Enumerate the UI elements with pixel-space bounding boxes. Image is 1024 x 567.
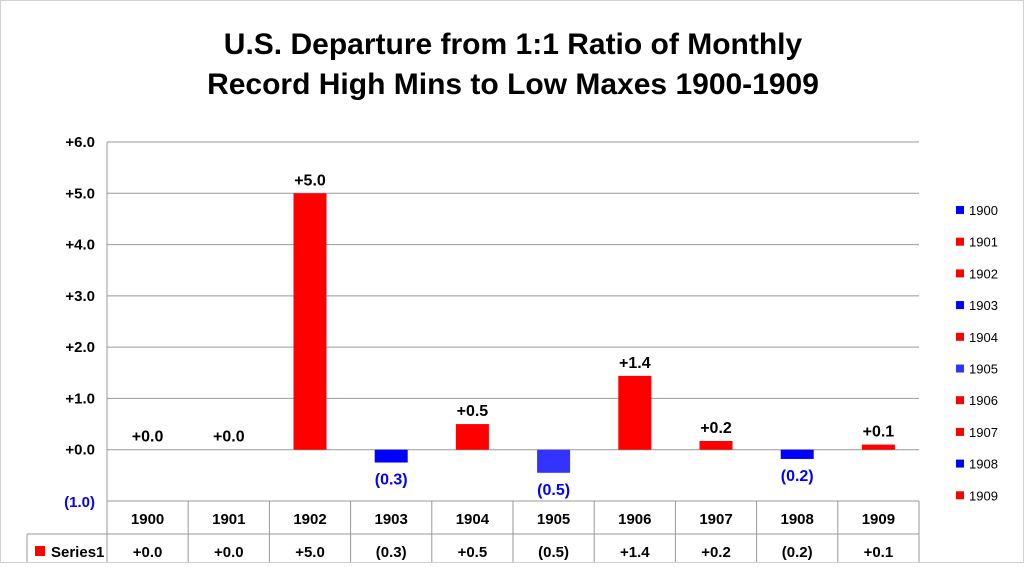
table-category-1907: 1907	[699, 511, 732, 528]
table-category-1906: 1906	[618, 511, 651, 528]
table-category-1905: 1905	[537, 511, 570, 528]
table-value-1905: (0.5)	[538, 544, 569, 561]
data-label-1903: (0.3)	[375, 472, 408, 489]
bar-1905	[537, 449, 571, 473]
data-label-1901: +0.0	[213, 429, 245, 446]
data-label-1907: +0.2	[700, 420, 732, 437]
bar-1909	[861, 444, 895, 450]
bar-1903	[374, 449, 408, 463]
y-tick-label: +0.0	[65, 442, 95, 459]
chart-title-line-1: U.S. Departure from 1:1 Ratio of Monthly	[224, 28, 803, 61]
data-table: 1900 +0.0 1901 +0.0 1902 +5.0 1903 (0.3) 1904 +0.…	[26, 500, 920, 567]
data-label-1908: (0.2)	[781, 468, 814, 485]
y-tick-label: +1.0	[65, 390, 95, 407]
legend-label-1908: 1908	[969, 457, 998, 472]
data-labels: +0.0 +0.0 +5.0 (0.3) +0.5 (0.5) +1.4 +0.2 (0.2) +…	[132, 172, 894, 499]
legend-swatch-1900	[956, 206, 964, 214]
y-tick-label: +6.0	[65, 134, 95, 151]
chart-title-line-2: Record High Mins to Low Maxes 1900-1909	[207, 68, 819, 101]
data-label-1905: (0.5)	[537, 482, 570, 499]
legend-swatch-1904	[956, 332, 964, 341]
table-value-1906: +1.4	[620, 544, 650, 561]
table-category-1909: 1909	[862, 511, 895, 528]
legend-label-1903: 1903	[969, 298, 998, 313]
table-category-1902: 1902	[293, 511, 326, 528]
table-value-1901: +0.0	[214, 544, 244, 561]
legend-label-1909: 1909	[969, 488, 998, 503]
table-series-name: Series1	[51, 544, 104, 561]
bars	[293, 193, 895, 473]
legend-label-1901: 1901	[969, 235, 998, 250]
gridlines	[107, 141, 919, 502]
data-label-1909: +0.1	[863, 424, 895, 441]
legend-label-1905: 1905	[969, 362, 998, 377]
y-axis: +6.0 +5.0 +4.0 +3.0 +2.0 +1.0 +0.0 (1.0)	[64, 134, 108, 511]
table-value-1909: +0.1	[864, 544, 894, 561]
bar-1908	[780, 449, 814, 459]
legend-label-1904: 1904	[969, 330, 998, 345]
data-label-1904: +0.5	[457, 403, 489, 420]
bar-1907	[699, 440, 733, 450]
table-category-1901: 1901	[212, 511, 245, 528]
legend: 1900 1901 1902 1903 1904 1905 1906 1907 1908 1909	[956, 203, 998, 503]
table-value-1903: (0.3)	[376, 544, 407, 561]
data-label-1900: +0.0	[132, 429, 164, 446]
bar-1902	[293, 193, 327, 450]
legend-swatch-1907	[956, 427, 964, 436]
legend-label-1902: 1902	[969, 266, 998, 281]
legend-label-1900: 1900	[969, 203, 998, 218]
table-value-1904: +0.5	[458, 544, 488, 561]
legend-swatch-1908	[956, 459, 964, 468]
legend-swatch-1902	[956, 269, 964, 278]
table-category-1900: 1900	[131, 511, 164, 528]
bar-1904	[455, 424, 489, 450]
table-category-1903: 1903	[375, 511, 408, 528]
legend-swatch-1906	[956, 396, 964, 405]
y-tick-label: +3.0	[65, 288, 95, 305]
table-value-1900: +0.0	[133, 544, 163, 561]
legend-label-1906: 1906	[969, 393, 998, 408]
y-tick-label: +2.0	[65, 339, 95, 356]
data-label-1902: +5.0	[294, 172, 326, 189]
data-label-1906: +1.4	[619, 355, 651, 372]
table-series-key	[35, 546, 45, 556]
bar-1906	[618, 375, 652, 450]
table-category-1908: 1908	[781, 511, 814, 528]
table-value-1907: +0.2	[701, 544, 731, 561]
y-tick-label: (1.0)	[64, 494, 95, 511]
legend-swatch-1903	[956, 301, 964, 310]
table-value-1902: +5.0	[295, 544, 325, 561]
y-tick-label: +4.0	[65, 237, 95, 254]
legend-swatch-1909	[956, 491, 964, 500]
legend-swatch-1905	[956, 364, 964, 373]
table-category-1904: 1904	[456, 511, 490, 528]
legend-swatch-1901	[956, 237, 964, 246]
legend-label-1907: 1907	[969, 425, 998, 440]
table-value-1908: (0.2)	[782, 544, 813, 561]
y-tick-label: +5.0	[65, 185, 95, 202]
